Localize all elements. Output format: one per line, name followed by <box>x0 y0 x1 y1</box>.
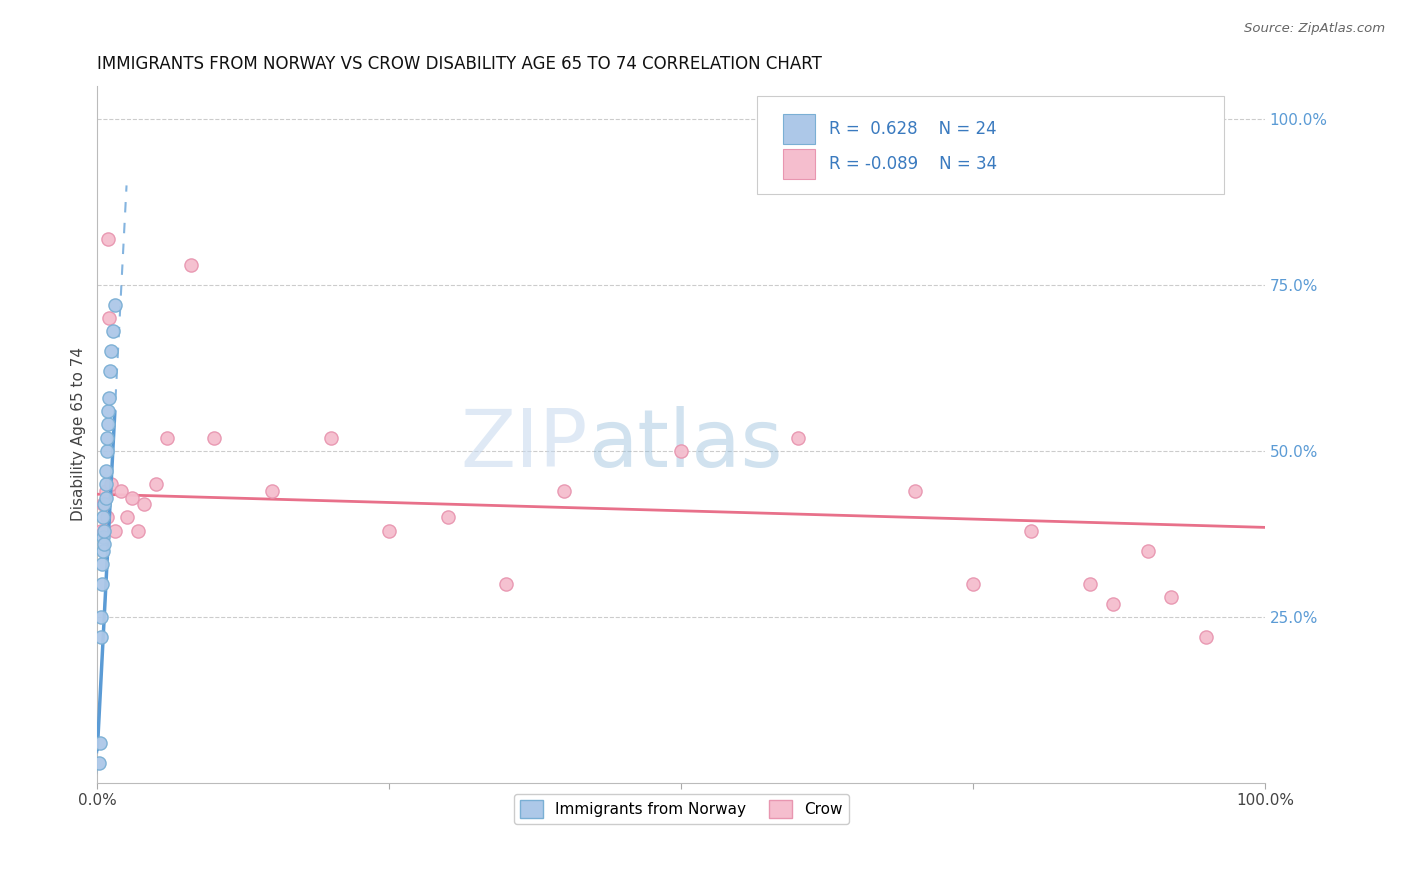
Point <box>1021 524 1043 538</box>
Point <box>1102 597 1125 611</box>
Point <box>93 524 115 538</box>
Point <box>98 311 121 326</box>
Point <box>132 497 155 511</box>
Point <box>156 431 179 445</box>
Point <box>121 491 143 505</box>
Text: Source: ZipAtlas.com: Source: ZipAtlas.com <box>1244 22 1385 36</box>
Text: R =  0.628    N = 24: R = 0.628 N = 24 <box>830 120 997 138</box>
Point <box>91 497 114 511</box>
Point <box>94 464 117 478</box>
Point <box>91 510 114 524</box>
Point <box>1137 543 1160 558</box>
Y-axis label: Disability Age 65 to 74: Disability Age 65 to 74 <box>72 347 86 522</box>
Point <box>110 483 132 498</box>
Point <box>104 524 127 538</box>
Point <box>93 524 115 538</box>
Point <box>115 510 138 524</box>
Text: ZIP: ZIP <box>460 406 588 483</box>
Point <box>98 391 121 405</box>
Point <box>93 537 115 551</box>
Bar <box>783 149 815 178</box>
Point <box>89 736 111 750</box>
Point <box>94 491 117 505</box>
Point <box>962 577 984 591</box>
Point <box>319 431 342 445</box>
Point <box>91 557 114 571</box>
Point <box>90 610 112 624</box>
Point <box>904 483 927 498</box>
Point <box>94 483 117 498</box>
Point <box>91 530 114 544</box>
FancyBboxPatch shape <box>756 96 1225 194</box>
Point <box>378 524 401 538</box>
Point <box>145 477 167 491</box>
Point <box>87 756 110 771</box>
Point <box>96 444 118 458</box>
Legend: Immigrants from Norway, Crow: Immigrants from Norway, Crow <box>513 795 849 824</box>
Point <box>98 364 121 378</box>
Point <box>104 298 127 312</box>
Point <box>94 477 117 491</box>
Text: IMMIGRANTS FROM NORWAY VS CROW DISABILITY AGE 65 TO 74 CORRELATION CHART: IMMIGRANTS FROM NORWAY VS CROW DISABILIT… <box>97 55 823 73</box>
Point <box>97 417 120 432</box>
Point <box>96 510 118 524</box>
Point <box>127 524 149 538</box>
Point <box>97 404 120 418</box>
Point <box>553 483 575 498</box>
Point <box>91 577 114 591</box>
Point <box>100 477 122 491</box>
Point <box>202 431 225 445</box>
Point <box>101 325 124 339</box>
Point <box>100 344 122 359</box>
Point <box>262 483 284 498</box>
Point <box>180 258 202 272</box>
Point <box>1078 577 1101 591</box>
Text: R = -0.089    N = 34: R = -0.089 N = 34 <box>830 155 997 173</box>
Point <box>786 431 808 445</box>
Point <box>1195 630 1218 644</box>
Point <box>436 510 458 524</box>
Point <box>90 630 112 644</box>
Bar <box>783 114 815 144</box>
Point <box>669 444 692 458</box>
Point <box>495 577 517 591</box>
Point <box>96 431 118 445</box>
Point <box>91 543 114 558</box>
Text: atlas: atlas <box>588 406 782 483</box>
Point <box>1160 590 1182 604</box>
Point <box>93 497 115 511</box>
Point <box>97 231 120 245</box>
Point <box>90 524 112 538</box>
